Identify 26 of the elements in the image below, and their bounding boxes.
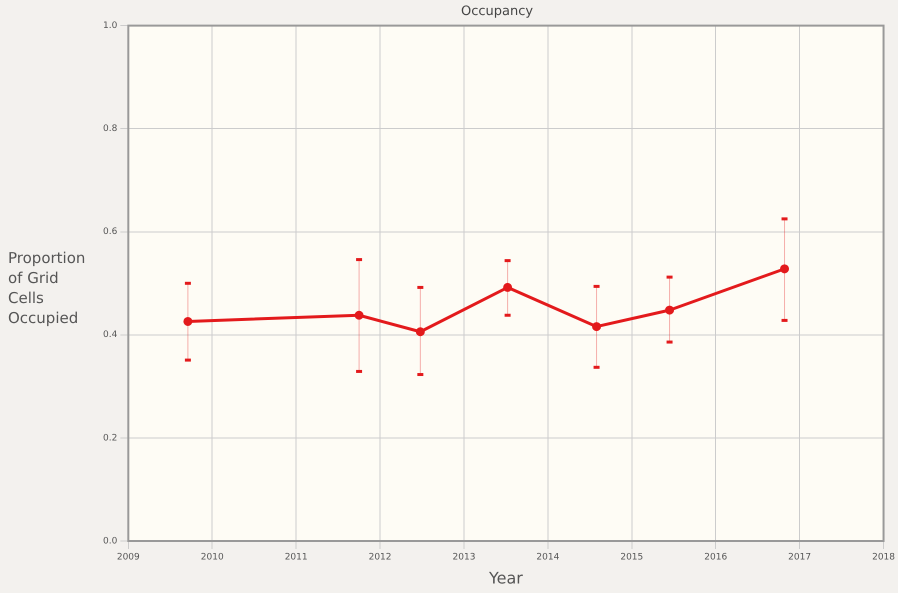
- x-tick-label: 2012: [368, 552, 392, 563]
- x-tick-label: 2018: [872, 552, 896, 563]
- chart-title: Occupancy: [460, 4, 534, 20]
- y-tick-label: 1.0: [102, 20, 118, 31]
- point: [183, 316, 192, 326]
- point: [354, 310, 364, 320]
- y-tick-label: 0.0: [102, 536, 118, 546]
- point: [416, 327, 425, 336]
- y-tick-label: 0.4: [102, 330, 118, 340]
- y-axis-title: Proportion of Grid Cells Occupied: [8, 248, 86, 328]
- y-tick-label: 0.6: [102, 227, 118, 238]
- y-tick-label: 0.2: [102, 433, 118, 444]
- point: [592, 322, 602, 332]
- point: [780, 264, 790, 274]
- point: [503, 282, 512, 292]
- x-axis-title: Year: [488, 568, 524, 588]
- x-tick-label: 2013: [452, 552, 476, 563]
- y-tick-label: 0.8: [102, 124, 118, 134]
- point: [665, 306, 674, 315]
- x-tick-label: 2015: [620, 552, 644, 563]
- x-tick-label: 2011: [284, 552, 308, 563]
- x-tick-label: 2014: [536, 552, 560, 563]
- x-tick-label: 2010: [200, 552, 224, 563]
- x-tick-label: 2017: [788, 552, 812, 563]
- x-tick-label: 2016: [704, 552, 728, 563]
- x-tick-label: 2009: [116, 552, 140, 563]
